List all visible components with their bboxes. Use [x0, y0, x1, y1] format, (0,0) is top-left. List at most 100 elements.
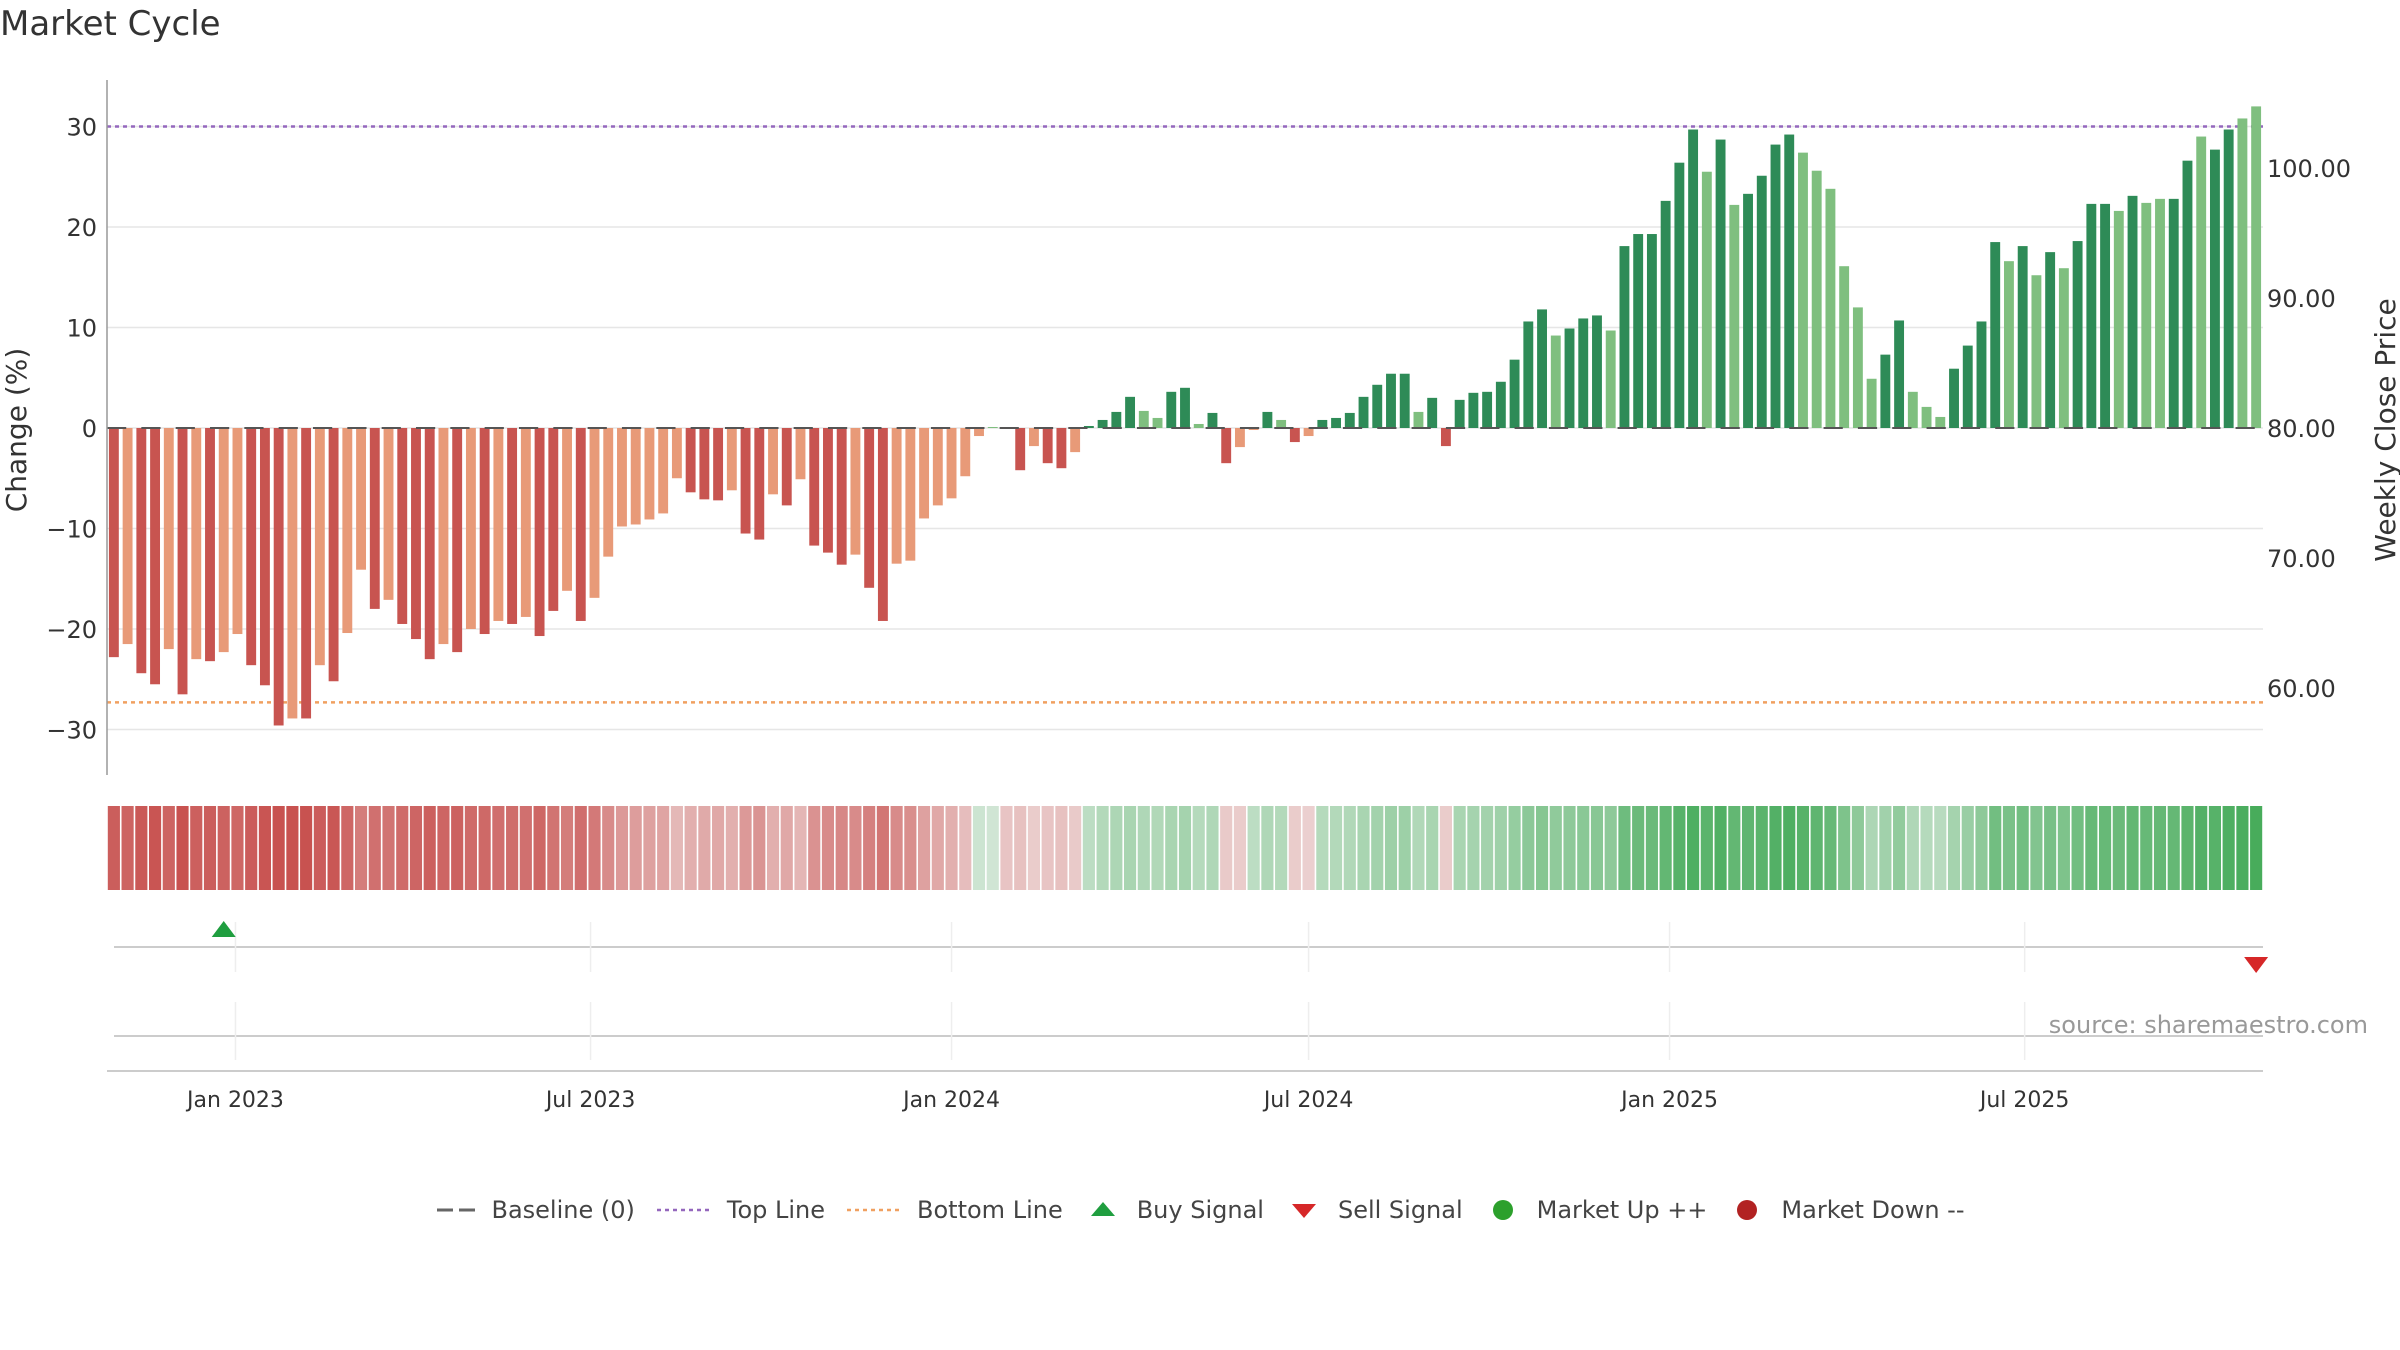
- heat-cell: [890, 806, 903, 890]
- heat-cell: [245, 806, 258, 890]
- bar: [1097, 419, 1108, 428]
- heat-cell: [2044, 806, 2057, 890]
- heat-cell: [1714, 806, 1727, 890]
- y-tick-label: −10: [46, 516, 97, 544]
- heat-cell: [533, 806, 546, 890]
- heat-cell: [1494, 806, 1507, 890]
- legend-symbol-buy: [1090, 1202, 1115, 1216]
- heat-cell: [1192, 806, 1205, 890]
- bar: [548, 428, 559, 611]
- heat-cell: [1412, 806, 1425, 890]
- x-tick-label: Jul 2025: [1978, 1088, 2070, 1113]
- bar: [1495, 381, 1506, 428]
- source-note: source: sharemaestro.com: [2048, 1011, 2368, 1039]
- bar: [1180, 387, 1190, 428]
- heat-cell: [1590, 806, 1604, 890]
- heat-cell: [986, 806, 999, 890]
- heat-cell: [1165, 806, 1178, 890]
- heat-cell: [135, 806, 148, 890]
- legend-symbol-sell: [1291, 1204, 1316, 1218]
- heat-cell: [1027, 806, 1041, 890]
- bar: [1784, 134, 1795, 429]
- bar: [191, 428, 202, 660]
- bar: [781, 428, 792, 506]
- heat-cell: [478, 806, 491, 890]
- bar: [2004, 261, 2014, 428]
- bar: [905, 428, 916, 561]
- bar: [1619, 246, 1630, 428]
- bar: [589, 428, 600, 598]
- heat-cell: [1371, 806, 1384, 890]
- bar: [1028, 428, 1039, 447]
- heat-cell: [753, 806, 766, 890]
- heat-cell: [972, 806, 986, 890]
- bar: [1138, 410, 1149, 428]
- bar: [1990, 242, 2001, 428]
- bar: [1152, 417, 1163, 428]
- heat-cell: [1384, 806, 1398, 890]
- heat-cell: [1110, 806, 1123, 890]
- heat-cell: [1810, 806, 1823, 890]
- heat-cell: [341, 806, 354, 890]
- heat-cell: [1728, 806, 1741, 890]
- heat-cell: [698, 806, 711, 890]
- legend-item-up: Market Up ++: [1483, 1196, 1707, 1224]
- bar: [2251, 106, 2262, 429]
- bar: [1949, 368, 1959, 428]
- sell-signal-marker: [2244, 957, 2269, 973]
- heat-cell: [1329, 806, 1343, 890]
- buy-signal-marker: [211, 921, 236, 937]
- heat-cell: [1439, 806, 1452, 890]
- heat-cell: [1783, 806, 1796, 890]
- x-axis: Jan 2023 Jul 2023 Jan 2024 Jul 2024 Jan 2025…: [107, 1070, 2263, 1113]
- bar: [1578, 318, 1589, 428]
- heat-cell: [904, 806, 917, 890]
- bar: [617, 428, 627, 527]
- bar: [919, 428, 930, 519]
- heat-cell: [437, 806, 450, 890]
- bar: [1386, 373, 1396, 428]
- bar: [1564, 328, 1575, 428]
- heat-cell: [1961, 806, 1974, 890]
- legend-label: Market Down --: [1781, 1196, 1965, 1224]
- bar: [507, 428, 518, 624]
- bar: [108, 428, 119, 658]
- heat-cell: [300, 806, 313, 890]
- heat-cell: [1934, 806, 1947, 890]
- heat-cell: [2112, 806, 2125, 890]
- heat-cell: [588, 806, 601, 890]
- bar: [2127, 195, 2138, 428]
- heat-cell: [712, 806, 725, 890]
- heat-cell: [2250, 806, 2263, 890]
- bar: [438, 428, 449, 645]
- heat-cell: [643, 806, 656, 890]
- bar: [1592, 315, 1602, 428]
- heat-cell: [1879, 806, 1892, 890]
- bar: [1633, 234, 1644, 428]
- heat-cell: [1975, 806, 1988, 890]
- legend-item-sell: Sell Signal: [1284, 1196, 1463, 1224]
- heat-cell: [272, 806, 285, 890]
- bar: [1701, 171, 1712, 428]
- heat-cell: [217, 806, 230, 890]
- legend: Baseline (0) Top Line Bottom Line Buy Signa…: [0, 1196, 2400, 1224]
- bar: [891, 428, 902, 564]
- bar: [1083, 425, 1094, 428]
- heat-cell: [547, 806, 560, 890]
- legend-item-top: Top Line: [655, 1196, 825, 1224]
- bar: [1482, 391, 1493, 428]
- legend-item-buy: Buy Signal: [1083, 1196, 1264, 1224]
- bar: [2182, 160, 2193, 429]
- heat-cell: [2195, 806, 2208, 890]
- bar: [836, 428, 847, 565]
- chart-title: Market Cycle: [0, 4, 221, 44]
- heat-cell: [821, 806, 835, 890]
- heat-cell: [1014, 806, 1027, 890]
- heat-cell: [313, 806, 326, 890]
- heat-cell: [1906, 806, 1919, 890]
- bars-group: [108, 106, 2262, 726]
- bar: [877, 428, 888, 621]
- heat-cell: [1302, 806, 1315, 890]
- heat-cell: [1343, 806, 1356, 890]
